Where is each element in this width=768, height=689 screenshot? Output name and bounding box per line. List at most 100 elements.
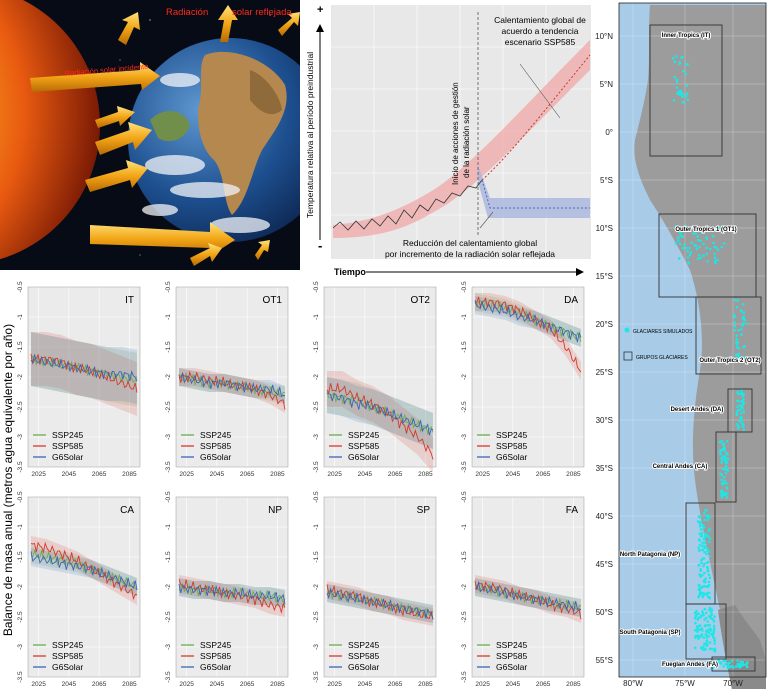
glacier-point bbox=[742, 410, 746, 413]
glacier-point bbox=[722, 242, 726, 245]
legend-label-g6solar: G6Solar bbox=[52, 662, 83, 672]
legend-label-g6solar: G6Solar bbox=[496, 452, 527, 462]
legend-label-g6solar: G6Solar bbox=[348, 452, 379, 462]
glacier-point bbox=[723, 479, 726, 483]
panel-y-tick-label: -2.5 bbox=[165, 611, 172, 623]
panel-y-tick-label: -3 bbox=[165, 434, 172, 440]
glacier-point bbox=[716, 661, 720, 665]
glacier-point bbox=[693, 629, 697, 632]
panel-line-ssp245 bbox=[326, 589, 434, 619]
glacier-point bbox=[698, 543, 702, 547]
map-lat-label: 5°N bbox=[600, 80, 614, 89]
panel-y-tick-label: -2.5 bbox=[17, 611, 24, 623]
glacier-point bbox=[730, 659, 734, 663]
reduction-annotation-1: Reducción del calentamiento global bbox=[403, 238, 537, 248]
glacier-point bbox=[720, 478, 724, 482]
glacier-map: 10°N 5°N 0° 5°S 10°S 15°S 20°S 25°S 30°S 35°S 40°S… bbox=[595, 2, 767, 689]
panel-title: NP bbox=[268, 505, 282, 516]
panel-y-tick-label: -1 bbox=[165, 524, 172, 530]
map-lat-label: 20°S bbox=[596, 320, 613, 329]
glacier-point bbox=[722, 481, 725, 485]
glacier-point bbox=[741, 303, 745, 306]
glacier-point bbox=[713, 637, 716, 640]
glacier-point bbox=[733, 324, 737, 328]
panel-y-tick-label: -3.5 bbox=[313, 461, 320, 473]
glacier-point bbox=[720, 461, 723, 464]
glacier-group-label: Desert Andes (DA) bbox=[671, 407, 724, 413]
panel-line-ssp585 bbox=[178, 370, 286, 410]
glacier-point bbox=[703, 550, 706, 554]
panel-y-tick-label: -3.5 bbox=[165, 461, 172, 473]
panel-line-g6solar bbox=[474, 299, 582, 343]
glacier-point bbox=[701, 544, 704, 548]
glacier-point bbox=[739, 417, 743, 421]
panel-frame bbox=[175, 286, 289, 468]
panel-x-tick-label: 2065 bbox=[240, 681, 255, 688]
glacier-group-label: Inner Tropics (IT) bbox=[662, 33, 711, 39]
glacier-point bbox=[720, 245, 723, 249]
glacier-point bbox=[704, 633, 708, 636]
glacier-point bbox=[721, 442, 724, 446]
glacier-point bbox=[709, 629, 713, 632]
panel-y-tick-label: -1 bbox=[165, 314, 172, 320]
panel-x-tick-label: 2045 bbox=[358, 471, 373, 478]
panel-line-g6solar bbox=[178, 583, 286, 605]
glacier-point bbox=[723, 458, 727, 462]
glacier-point bbox=[703, 624, 707, 628]
glacier-point bbox=[725, 481, 728, 485]
glacier-point bbox=[719, 661, 723, 664]
glacier-point bbox=[699, 521, 703, 525]
map-lon-label: 70°W bbox=[723, 679, 743, 688]
glacier-point bbox=[741, 407, 744, 410]
glacier-point bbox=[686, 98, 690, 101]
glacier-point bbox=[679, 93, 683, 96]
panel-da: DA -0.5 -1 -1.5 -2 -2.5 -3 -3.5 2025 2045 2065 2085… bbox=[461, 281, 585, 478]
panel-y-tick-label: -1 bbox=[17, 314, 24, 320]
glacier-point bbox=[679, 234, 682, 237]
historical-temperature-line bbox=[332, 179, 483, 231]
panel-y-tick-label: -2.5 bbox=[461, 401, 468, 413]
glacier-point bbox=[705, 252, 709, 256]
glacier-point bbox=[724, 659, 727, 662]
legend-label-ssp585: SSP585 bbox=[348, 441, 379, 451]
glacier-point bbox=[681, 235, 685, 238]
glacier-group-label: North Patagonia (NP) bbox=[620, 552, 680, 558]
glacier-point bbox=[705, 552, 708, 556]
map-lat-label: 15°S bbox=[596, 272, 613, 281]
glacier-point bbox=[686, 63, 689, 66]
concept-minus-sign: - bbox=[318, 238, 322, 253]
glacier-point bbox=[737, 329, 740, 332]
glacier-point bbox=[680, 229, 684, 233]
panel-line-ssp585 bbox=[326, 383, 434, 460]
glacier-point bbox=[692, 232, 695, 235]
glacier-point bbox=[713, 649, 717, 653]
glacier-point bbox=[723, 447, 726, 450]
panel-y-tick-label: -1.5 bbox=[165, 551, 172, 563]
panel-y-tick-label: -1.5 bbox=[461, 341, 468, 353]
panel-y-tick-label: -3.5 bbox=[461, 461, 468, 473]
glacier-point bbox=[686, 92, 689, 95]
glacier-point bbox=[741, 422, 744, 425]
panel-y-tick-label: -2.5 bbox=[17, 401, 24, 413]
glacier-point bbox=[697, 253, 701, 257]
glacier-point bbox=[738, 420, 742, 423]
glacier-point bbox=[682, 69, 685, 73]
glacier-point bbox=[702, 231, 706, 234]
glacier-point bbox=[712, 666, 716, 669]
panel-y-tick-label: -1.5 bbox=[17, 341, 24, 353]
panel-y-tick-label: -2 bbox=[461, 374, 468, 380]
map-lat-label: 30°S bbox=[596, 416, 613, 425]
glacier-point bbox=[721, 467, 725, 471]
glacier-point bbox=[699, 569, 703, 572]
glacier-point bbox=[696, 618, 700, 621]
panel-y-tick-label: -0.5 bbox=[17, 491, 24, 503]
glacier-point bbox=[737, 427, 740, 430]
glacier-point bbox=[675, 78, 679, 81]
panel-line-ssp585 bbox=[474, 296, 582, 373]
glacier-point bbox=[687, 261, 690, 264]
panel-x-tick-label: 2085 bbox=[122, 681, 137, 688]
ssp585-annotation-3: escenario SSP585 bbox=[505, 37, 576, 47]
glacier-point bbox=[725, 496, 729, 499]
glacier-point bbox=[714, 261, 717, 265]
glacier-point bbox=[736, 346, 739, 349]
